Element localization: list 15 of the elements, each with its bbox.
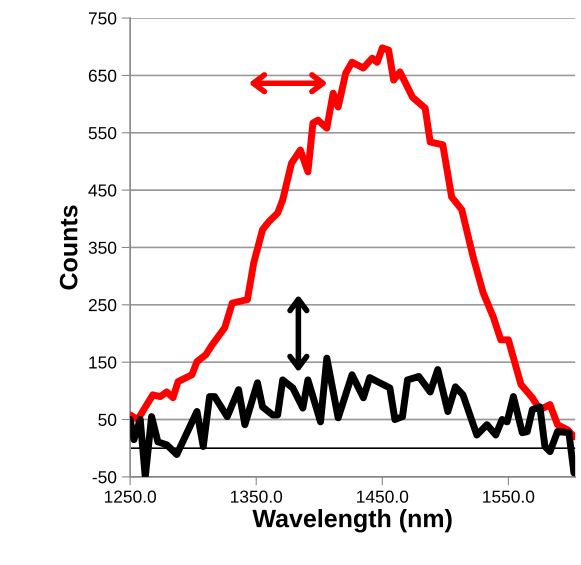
y-tick-label: 550	[88, 126, 116, 140]
x-axis-title: Wavelength (nm)	[252, 509, 452, 532]
x-tick-label: 1450.0	[357, 490, 408, 503]
x-tick-label: 1350.0	[230, 490, 282, 503]
y-tick-label: -50	[92, 471, 116, 484]
x-tick-label: 1550.0	[483, 490, 534, 503]
x-tick-label: 1250.0	[104, 490, 156, 503]
y-tick-label: 450	[88, 184, 116, 197]
y-tick-label: 50	[98, 414, 116, 426]
y-axis-title: Counts	[60, 205, 78, 290]
y-tick-label: 150	[89, 356, 116, 369]
y-tick-label: 350	[88, 242, 116, 254]
y-tick-label: 650	[88, 70, 116, 82]
y-tick-label: 750	[88, 12, 116, 25]
y-tick-label: 250	[88, 298, 116, 312]
